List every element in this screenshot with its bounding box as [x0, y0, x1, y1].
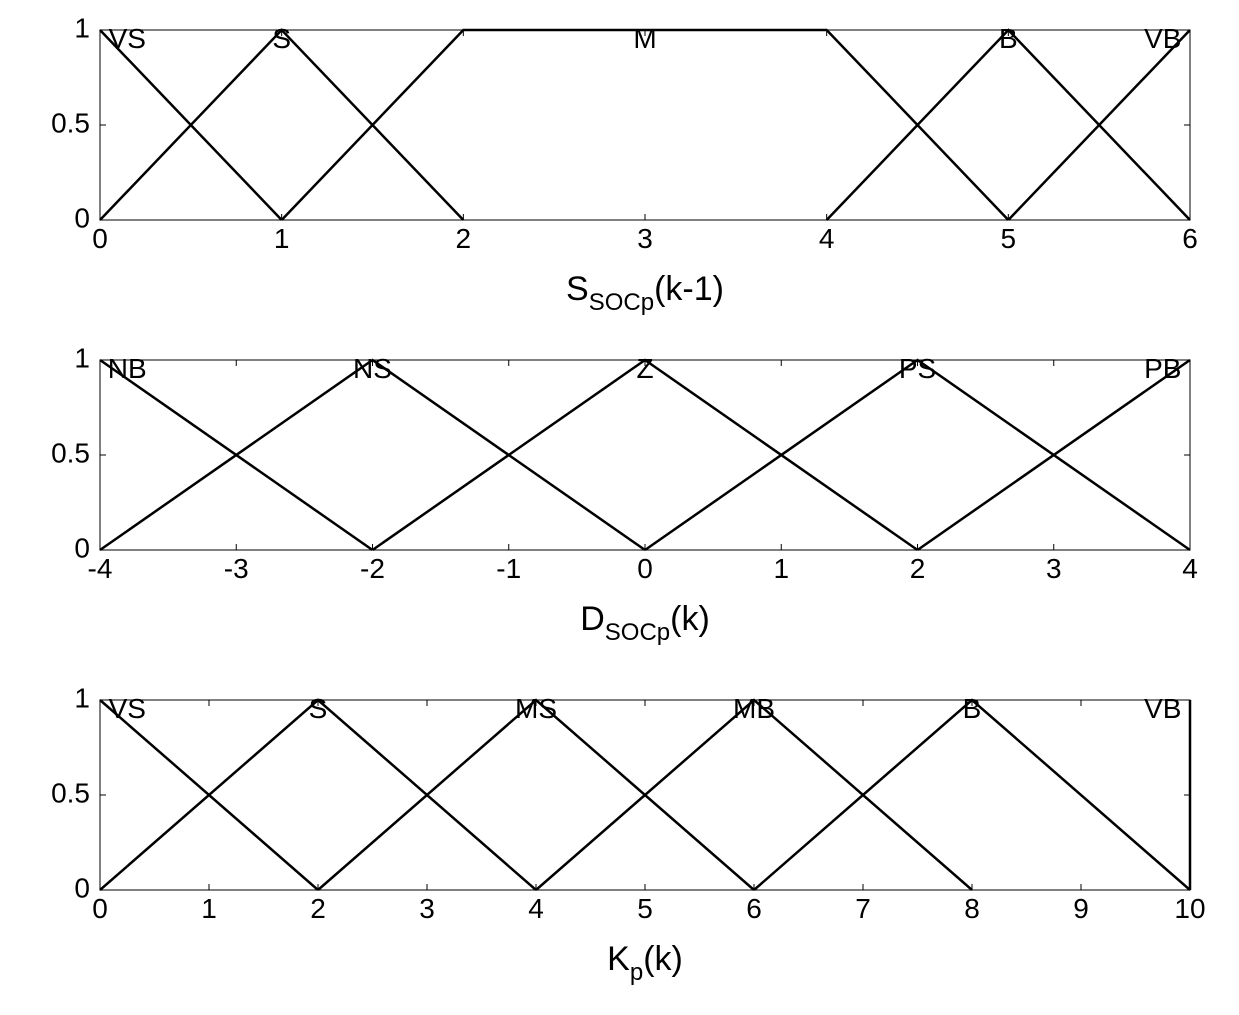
xlabel-arg: (k-1) — [654, 270, 724, 308]
xtick-label: 10 — [1174, 893, 1205, 924]
mf-mb — [536, 700, 972, 890]
xtick-label: 8 — [964, 893, 980, 924]
mf-ns — [100, 360, 645, 550]
panel-kp: 01234567891000.51VSSMSMBBVBKp(k) — [100, 700, 1190, 1010]
mf-label-ms: MS — [515, 693, 557, 724]
xtick-label: 2 — [456, 223, 472, 254]
xtick-label: 3 — [1046, 553, 1062, 584]
ytick-label: 1 — [74, 12, 90, 43]
axis-box — [100, 30, 1190, 220]
xtick-label: -4 — [88, 553, 113, 584]
ytick-label: 0.5 — [51, 107, 90, 138]
xlabel-sub: SOCp — [589, 289, 654, 316]
mf-s — [100, 700, 536, 890]
mf-ms — [318, 700, 754, 890]
mf-m — [282, 30, 1009, 220]
xtick-label: 1 — [201, 893, 217, 924]
mf-label-vs: VS — [109, 693, 146, 724]
xtick-label: 7 — [855, 893, 871, 924]
panel-ssocp-svg: 012345600.51VSSMBVBSSOCp(k-1) — [100, 30, 1190, 340]
panel-ssocp: 012345600.51VSSMBVBSSOCp(k-1) — [100, 30, 1190, 340]
mf-label-ps: PS — [899, 353, 936, 384]
ytick-label: 0 — [74, 872, 90, 903]
mf-label-nb: NB — [108, 353, 147, 384]
xlabel-main: D — [580, 600, 605, 638]
xtick-label: 0 — [92, 223, 108, 254]
xtick-label: 2 — [910, 553, 926, 584]
page: { "layout": { "page_width": 1239, "page_… — [0, 0, 1239, 996]
xtick-label: 0 — [637, 553, 653, 584]
xtick-label: 9 — [1073, 893, 1089, 924]
xtick-label: 4 — [528, 893, 544, 924]
xlabel-main: S — [566, 270, 589, 308]
mf-s — [100, 30, 463, 220]
xtick-label: 5 — [637, 893, 653, 924]
mf-ps — [645, 360, 1190, 550]
panel-dsocp-svg: -4-3-2-10123400.51NBNSZPSPBDSOCp(k) — [100, 360, 1190, 670]
mf-label-b: B — [963, 693, 982, 724]
mf-label-z: Z — [636, 353, 653, 384]
mf-label-b: B — [999, 23, 1018, 54]
mf-label-vs: VS — [109, 23, 146, 54]
mf-label-pb: PB — [1144, 353, 1181, 384]
mf-label-ns: NS — [353, 353, 392, 384]
ytick-label: 0.5 — [51, 777, 90, 808]
mf-label-s: S — [309, 693, 328, 724]
mf-label-mb: MB — [733, 693, 775, 724]
xtick-label: 2 — [310, 893, 326, 924]
ytick-label: 0 — [74, 532, 90, 563]
xtick-label: 0 — [92, 893, 108, 924]
xtick-label: 4 — [1182, 553, 1198, 584]
panel-kp-svg: 01234567891000.51VSSMSMBBVBKp(k) — [100, 700, 1190, 1010]
xlabel-sub: SOCp — [605, 619, 670, 646]
xtick-label: 1 — [274, 223, 290, 254]
xlabel-main: K — [607, 940, 630, 978]
xtick-label: 4 — [819, 223, 835, 254]
xtick-label: -3 — [224, 553, 249, 584]
xlabel-arg: (k) — [670, 600, 710, 638]
panel-ssocp-xlabel: SSOCp(k-1) — [566, 270, 724, 316]
xtick-label: -1 — [496, 553, 521, 584]
mf-label-vb: VB — [1144, 693, 1181, 724]
ytick-label: 1 — [74, 682, 90, 713]
ytick-label: 0 — [74, 202, 90, 233]
mf-z — [373, 360, 918, 550]
xlabel-sub: p — [630, 959, 643, 986]
xtick-label: 6 — [746, 893, 762, 924]
xlabel-arg: (k) — [643, 940, 683, 978]
panel-dsocp: -4-3-2-10123400.51NBNSZPSPBDSOCp(k) — [100, 360, 1190, 670]
mf-b — [827, 30, 1190, 220]
xtick-label: -2 — [360, 553, 385, 584]
xtick-label: 3 — [419, 893, 435, 924]
mf-b — [754, 700, 1190, 890]
xtick-label: 5 — [1001, 223, 1017, 254]
ytick-label: 1 — [74, 342, 90, 373]
mf-label-s: S — [272, 23, 291, 54]
xtick-label: 3 — [637, 223, 653, 254]
axis-box — [100, 360, 1190, 550]
panel-kp-xlabel: Kp(k) — [607, 940, 683, 986]
mf-label-m: M — [633, 23, 656, 54]
xtick-label: 6 — [1182, 223, 1198, 254]
ytick-label: 0.5 — [51, 437, 90, 468]
mf-label-vb: VB — [1144, 23, 1181, 54]
panel-dsocp-xlabel: DSOCp(k) — [580, 600, 710, 646]
xtick-label: 1 — [773, 553, 789, 584]
